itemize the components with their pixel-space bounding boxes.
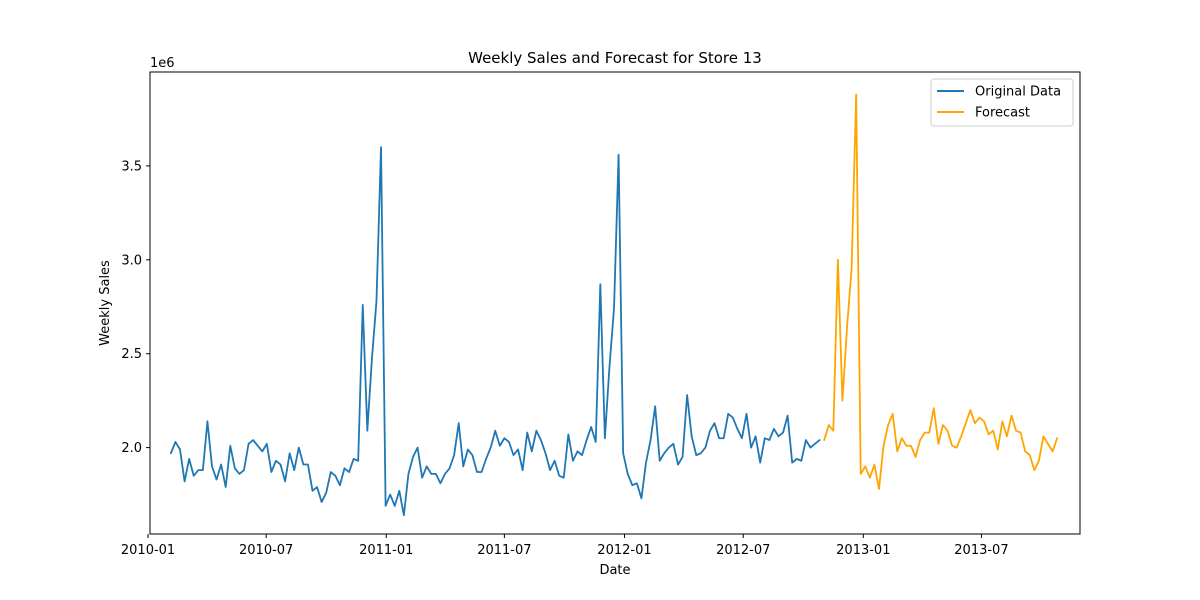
x-tick-label: 2012-01 [597,543,651,558]
x-tick-label: 2010-01 [121,543,175,558]
x-tick-label: 2010-07 [239,543,293,558]
y-axis-ticks: 2.0 2.5 3.0 3.5 [121,159,150,456]
series-line-forecast [823,93,1059,490]
x-axis-ticks: 2010-01 2010-07 2011-01 2011-07 2012-01 2012-… [121,534,1009,558]
y-tick-label: 2.5 [121,347,142,362]
x-tick-label: 2012-07 [716,543,770,558]
y-tick-label: 2.0 [121,441,142,456]
axes-frame [149,71,1081,535]
y-axis-label: Weekly Sales [98,260,113,346]
series-line-original-data [169,146,821,517]
chart-title: Weekly Sales and Forecast for Store 13 [468,49,762,67]
legend-label-forecast: Forecast [975,106,1030,121]
x-tick-label: 2011-01 [359,543,413,558]
y-tick-label: 3.5 [121,159,142,174]
series-layer [169,93,1059,517]
legend-label-original-data: Original Data [975,85,1061,100]
plot-area [149,71,1081,535]
x-axis-label: Date [599,563,630,578]
legend: Original Data Forecast [930,78,1074,127]
y-tick-label: 3.0 [121,253,142,268]
y-axis-offset-text: 1e6 [150,56,175,71]
x-tick-label: 2013-01 [836,543,890,558]
x-tick-label: 2013-07 [954,543,1008,558]
legend-box [930,78,1074,127]
x-tick-label: 2011-07 [477,543,531,558]
